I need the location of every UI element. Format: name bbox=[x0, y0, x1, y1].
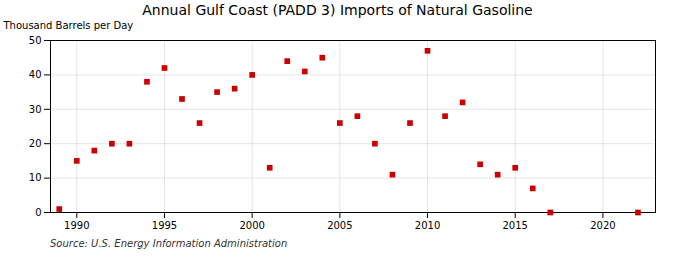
svg-text:0: 0 bbox=[35, 207, 41, 218]
svg-text:10: 10 bbox=[29, 172, 42, 183]
svg-text:50: 50 bbox=[29, 35, 42, 46]
svg-text:40: 40 bbox=[29, 69, 42, 80]
svg-text:2015: 2015 bbox=[502, 220, 527, 231]
svg-text:1995: 1995 bbox=[152, 220, 177, 231]
svg-text:Thousand Barrels per Day: Thousand Barrels per Day bbox=[3, 20, 134, 31]
html-text:Source: U.S. Energy Informatio: Source: U.S. Energy Information Administ… bbox=[50, 238, 288, 249]
svg-text:2020: 2020 bbox=[590, 220, 615, 231]
html-text:Annual Gulf Coast (PADD 3) Imp: Annual Gulf Coast (PADD 3) Imports of Na… bbox=[142, 2, 533, 18]
svg-text:20: 20 bbox=[29, 138, 42, 149]
svg-text:1990: 1990 bbox=[64, 220, 89, 231]
svg-text:30: 30 bbox=[29, 104, 42, 115]
svg-text:2005: 2005 bbox=[327, 220, 352, 231]
svg-text:2010: 2010 bbox=[415, 220, 440, 231]
svg-text:2000: 2000 bbox=[239, 220, 264, 231]
